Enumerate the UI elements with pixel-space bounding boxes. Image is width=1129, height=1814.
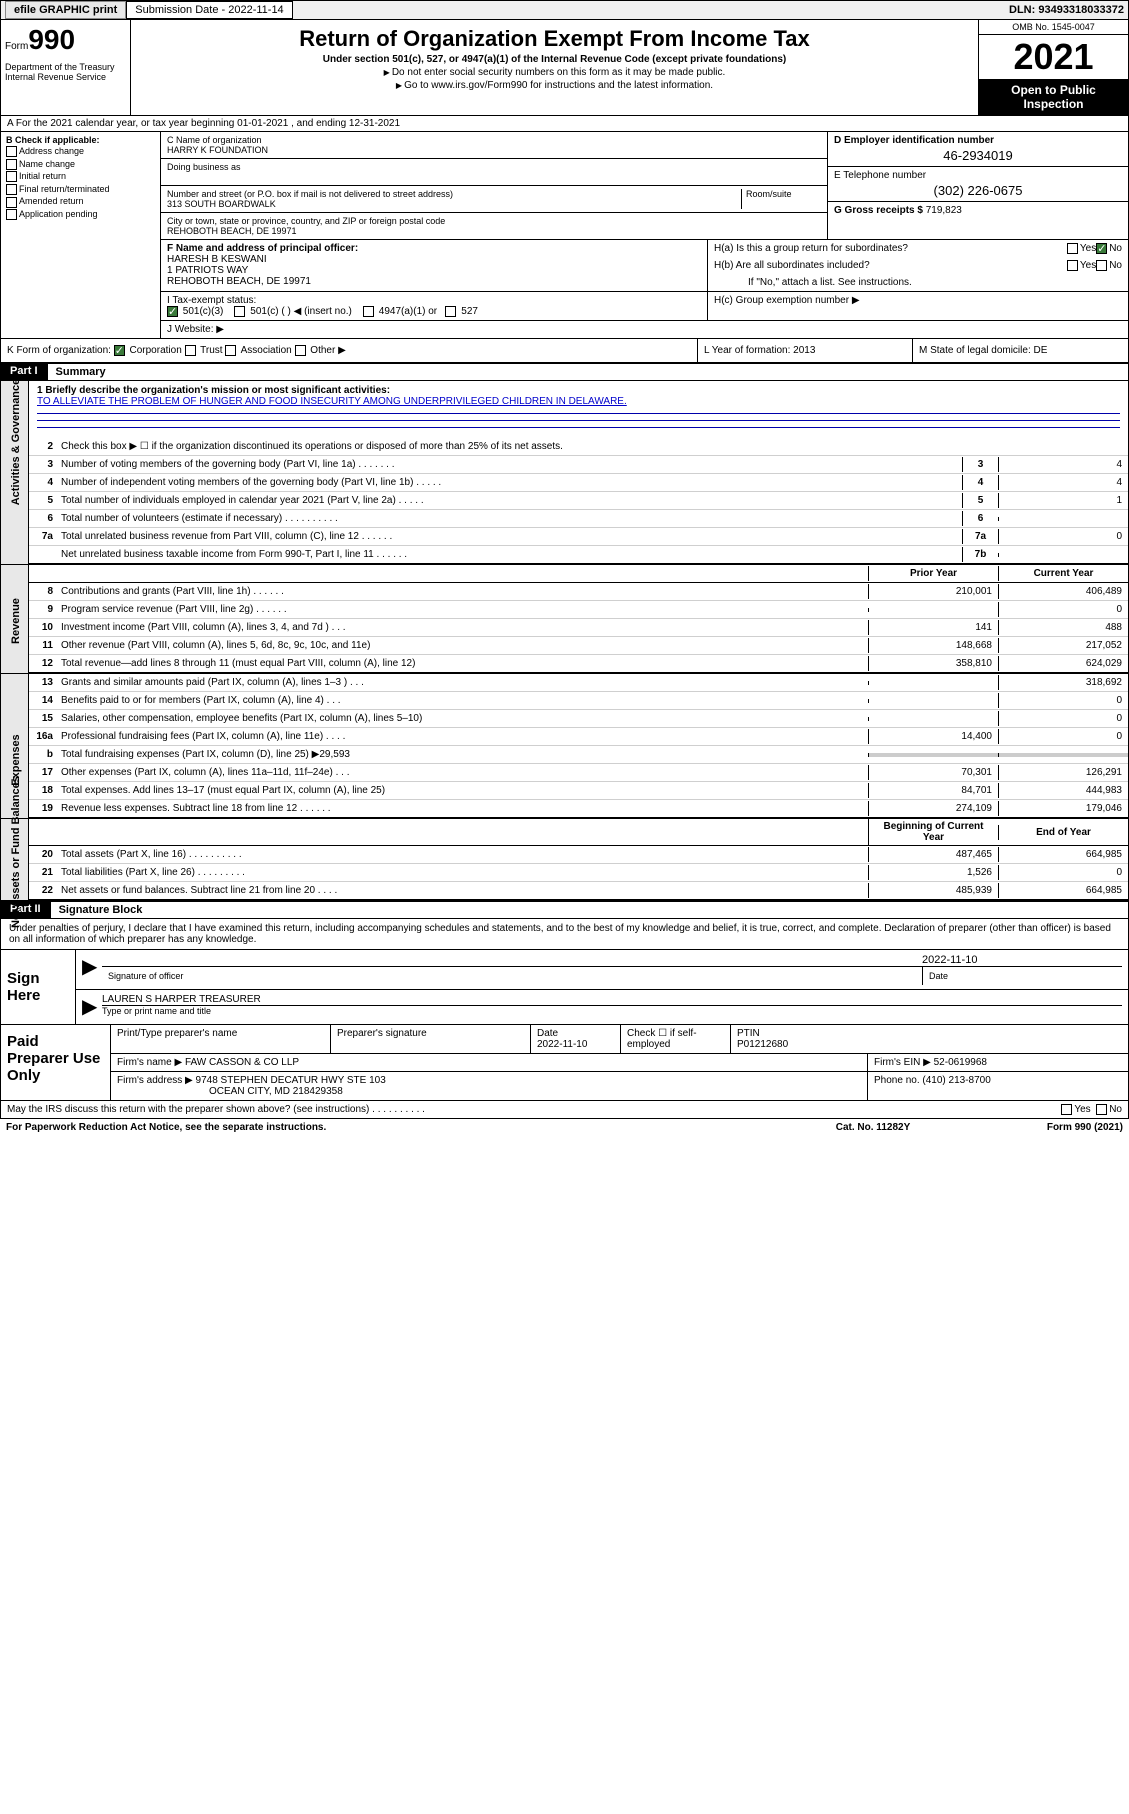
form-subtitle: Under section 501(c), 527, or 4947(a)(1)… <box>141 54 968 65</box>
cell-ha: H(a) Is this a group return for subordin… <box>708 240 1128 257</box>
col-h: H(a) Is this a group return for subordin… <box>708 240 1128 291</box>
cb-amended: Amended return <box>6 195 155 208</box>
part1-num: Part I <box>0 363 48 381</box>
form-label: Form <box>5 41 28 52</box>
summary-line: bTotal fundraising expenses (Part IX, co… <box>29 746 1128 764</box>
sign-block: Sign Here ▶ 2022-11-10 Signature of offi… <box>0 950 1129 1025</box>
header-center: Return of Organization Exempt From Incom… <box>131 20 978 115</box>
part2-num: Part II <box>0 901 51 919</box>
form-header: Form990 Department of the Treasury Inter… <box>0 20 1129 116</box>
part2-title: Signature Block <box>51 901 1129 919</box>
summary-line: 20Total assets (Part X, line 16) . . . .… <box>29 846 1128 864</box>
row-j-website: J Website: ▶ <box>161 321 1128 338</box>
summary-line: 11Other revenue (Part VIII, column (A), … <box>29 637 1128 655</box>
submission-date: Submission Date - 2022-11-14 <box>126 1 292 19</box>
section-revenue: Revenue Prior YearCurrent Year 8Contribu… <box>0 565 1129 674</box>
main-info-block: B Check if applicable: Address change Na… <box>0 132 1129 339</box>
section-netassets: Net Assets or Fund Balances Beginning of… <box>0 819 1129 901</box>
row-i-status: I Tax-exempt status: 501(c)(3) 501(c) ( … <box>161 292 708 320</box>
part2-header: Part II Signature Block <box>0 901 1129 919</box>
tax-year: 2021 <box>979 35 1128 79</box>
cb-final: Final return/terminated <box>6 183 155 196</box>
summary-line: 8Contributions and grants (Part VIII, li… <box>29 583 1128 601</box>
k-form-org: K Form of organization: Corporation Trus… <box>1 339 698 362</box>
row-k: K Form of organization: Corporation Trus… <box>0 339 1129 363</box>
open-inspection: Open to Public Inspection <box>979 79 1128 115</box>
sign-here-label: Sign Here <box>1 950 76 1024</box>
summary-line: 18Total expenses. Add lines 13–17 (must … <box>29 782 1128 800</box>
line1-mission: 1 Briefly describe the organization's mi… <box>29 381 1128 438</box>
declaration-text: Under penalties of perjury, I declare th… <box>0 919 1129 950</box>
part1-title: Summary <box>48 363 1129 381</box>
form-number: 990 <box>28 24 75 55</box>
form-title: Return of Organization Exempt From Incom… <box>141 26 968 52</box>
form-page: efile GRAPHIC print Submission Date - 20… <box>0 0 1129 1136</box>
net-header: Beginning of Current YearEnd of Year <box>29 819 1128 846</box>
summary-line: 16aProfessional fundraising fees (Part I… <box>29 728 1128 746</box>
vtab-activities: Activities & Governance <box>1 381 29 564</box>
cell-dba: Doing business as <box>161 159 827 186</box>
col-b-checkboxes: B Check if applicable: Address change Na… <box>1 132 161 338</box>
section-activities: Activities & Governance 1 Briefly descri… <box>0 381 1129 565</box>
cb-address: Address change <box>6 145 155 158</box>
m-state: M State of legal domicile: DE <box>913 339 1128 362</box>
note-ssn: Do not enter social security numbers on … <box>141 67 968 78</box>
summary-line: 14Benefits paid to or for members (Part … <box>29 692 1128 710</box>
vtab-revenue: Revenue <box>1 565 29 673</box>
summary-line: 7aTotal unrelated business revenue from … <box>29 528 1128 546</box>
footer-discuss: May the IRS discuss this return with the… <box>0 1101 1129 1119</box>
cell-g-gross: G Gross receipts $ 719,823 <box>828 202 1128 219</box>
summary-line: 12Total revenue—add lines 8 through 11 (… <box>29 655 1128 673</box>
top-bar: efile GRAPHIC print Submission Date - 20… <box>0 0 1129 20</box>
summary-line: 9Program service revenue (Part VIII, lin… <box>29 601 1128 619</box>
omb-number: OMB No. 1545-0047 <box>979 20 1128 35</box>
cell-e-phone: E Telephone number(302) 226-0675 <box>828 167 1128 202</box>
summary-line: 2Check this box ▶ ☐ if the organization … <box>29 438 1128 456</box>
col-cd: C Name of organizationHARRY K FOUNDATION… <box>161 132 1128 338</box>
summary-line: 6Total number of volunteers (estimate if… <box>29 510 1128 528</box>
section-expenses: Expenses 13Grants and similar amounts pa… <box>0 674 1129 819</box>
col-b-head: B Check if applicable: <box>6 135 100 145</box>
header-left: Form990 Department of the Treasury Inter… <box>1 20 131 115</box>
note-link: Go to www.irs.gov/Form990 for instructio… <box>141 80 968 91</box>
summary-line: 10Investment income (Part VIII, column (… <box>29 619 1128 637</box>
l-year: L Year of formation: 2013 <box>698 339 913 362</box>
summary-line: 17Other expenses (Part IX, column (A), l… <box>29 764 1128 782</box>
cell-city: City or town, state or province, country… <box>161 213 827 239</box>
preparer-block: Paid Preparer Use Only Print/Type prepar… <box>0 1025 1129 1101</box>
department-label: Department of the Treasury Internal Reve… <box>5 62 126 82</box>
cell-f-officer: F Name and address of principal officer:… <box>161 240 707 290</box>
summary-line: 5Total number of individuals employed in… <box>29 492 1128 510</box>
rev-header: Prior YearCurrent Year <box>29 565 1128 583</box>
header-right: OMB No. 1545-0047 2021 Open to Public In… <box>978 20 1128 115</box>
summary-line: 3Number of voting members of the governi… <box>29 456 1128 474</box>
vtab-netassets: Net Assets or Fund Balances <box>1 819 29 900</box>
row-a-period: A For the 2021 calendar year, or tax yea… <box>0 116 1129 132</box>
summary-line: 22Net assets or fund balances. Subtract … <box>29 882 1128 900</box>
efile-button[interactable]: efile GRAPHIC print <box>5 1 126 19</box>
summary-line: 13Grants and similar amounts paid (Part … <box>29 674 1128 692</box>
cell-hb: H(b) Are all subordinates included?Yes N… <box>708 257 1128 274</box>
col-f: F Name and address of principal officer:… <box>161 240 708 291</box>
summary-line: 15Salaries, other compensation, employee… <box>29 710 1128 728</box>
footer-bottom: For Paperwork Reduction Act Notice, see … <box>0 1119 1129 1136</box>
cell-d-ein: D Employer identification number46-29340… <box>828 132 1128 167</box>
summary-line: Net unrelated business taxable income fr… <box>29 546 1128 564</box>
cb-name: Name change <box>6 158 155 171</box>
cb-initial: Initial return <box>6 170 155 183</box>
cell-hb-note: If "No," attach a list. See instructions… <box>708 274 1128 291</box>
summary-line: 4Number of independent voting members of… <box>29 474 1128 492</box>
cell-hc: H(c) Group exemption number ▶ <box>708 292 1128 320</box>
part1-header: Part I Summary <box>0 363 1129 381</box>
mission-text: TO ALLEVIATE THE PROBLEM OF HUNGER AND F… <box>37 396 627 407</box>
summary-line: 19Revenue less expenses. Subtract line 1… <box>29 800 1128 818</box>
cb-pending: Application pending <box>6 208 155 221</box>
dln-label: DLN: 93493318033372 <box>1009 4 1128 16</box>
summary-line: 21Total liabilities (Part X, line 26) . … <box>29 864 1128 882</box>
cell-c-name: C Name of organizationHARRY K FOUNDATION <box>161 132 827 159</box>
cell-street: Number and street (or P.O. box if mail i… <box>161 186 827 213</box>
prep-label: Paid Preparer Use Only <box>1 1025 111 1100</box>
